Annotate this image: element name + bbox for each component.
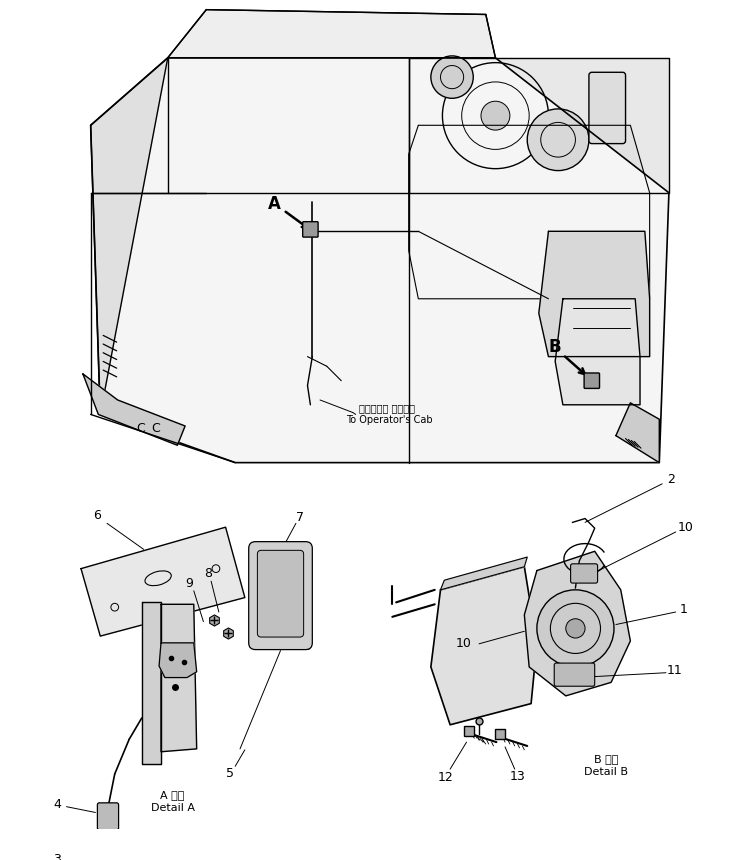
FancyBboxPatch shape — [589, 72, 625, 144]
Text: 3: 3 — [53, 853, 61, 860]
FancyBboxPatch shape — [571, 564, 598, 583]
FancyBboxPatch shape — [257, 550, 304, 637]
Text: A: A — [269, 195, 281, 213]
Text: 13: 13 — [509, 771, 526, 783]
Text: 10: 10 — [678, 520, 693, 534]
Polygon shape — [91, 58, 168, 415]
Text: 4: 4 — [53, 798, 61, 811]
Circle shape — [481, 101, 510, 130]
Polygon shape — [616, 402, 659, 463]
Circle shape — [597, 280, 635, 318]
Text: 11: 11 — [666, 664, 683, 678]
Text: 9: 9 — [185, 576, 193, 590]
FancyBboxPatch shape — [303, 222, 318, 237]
Circle shape — [431, 56, 473, 98]
FancyBboxPatch shape — [248, 542, 313, 649]
Polygon shape — [431, 567, 537, 725]
Polygon shape — [441, 557, 527, 590]
Circle shape — [565, 618, 585, 638]
Text: Detail A: Detail A — [150, 802, 194, 813]
FancyBboxPatch shape — [584, 373, 600, 389]
Text: 12: 12 — [438, 771, 453, 784]
Polygon shape — [539, 231, 650, 357]
Circle shape — [558, 255, 607, 304]
Polygon shape — [83, 374, 185, 445]
Polygon shape — [524, 551, 631, 696]
Circle shape — [537, 590, 614, 667]
Text: To Operator's Cab: To Operator's Cab — [346, 415, 433, 425]
Text: A 詳細: A 詳細 — [160, 790, 185, 800]
Text: B 詳細: B 詳細 — [594, 754, 619, 765]
Circle shape — [527, 109, 589, 170]
Polygon shape — [161, 605, 197, 752]
Text: Detail B: Detail B — [584, 767, 628, 777]
Polygon shape — [555, 298, 640, 405]
Text: C: C — [136, 422, 145, 435]
Polygon shape — [81, 527, 245, 636]
FancyBboxPatch shape — [554, 663, 595, 686]
Text: 1: 1 — [679, 603, 687, 616]
Polygon shape — [141, 602, 161, 765]
Text: 10: 10 — [456, 637, 471, 650]
Text: 8: 8 — [204, 567, 212, 580]
Polygon shape — [159, 642, 197, 678]
Text: 5: 5 — [227, 767, 234, 780]
Polygon shape — [91, 58, 669, 463]
Polygon shape — [168, 9, 495, 58]
Polygon shape — [251, 544, 310, 648]
Text: B: B — [549, 338, 562, 356]
Text: 7: 7 — [295, 511, 304, 524]
Text: C: C — [151, 422, 159, 435]
Polygon shape — [408, 126, 650, 298]
Text: 6: 6 — [94, 509, 101, 522]
Text: オペレータ キャブへ: オペレータ キャブへ — [360, 403, 415, 414]
Text: 2: 2 — [667, 472, 675, 486]
FancyBboxPatch shape — [97, 803, 119, 830]
Polygon shape — [408, 58, 669, 193]
